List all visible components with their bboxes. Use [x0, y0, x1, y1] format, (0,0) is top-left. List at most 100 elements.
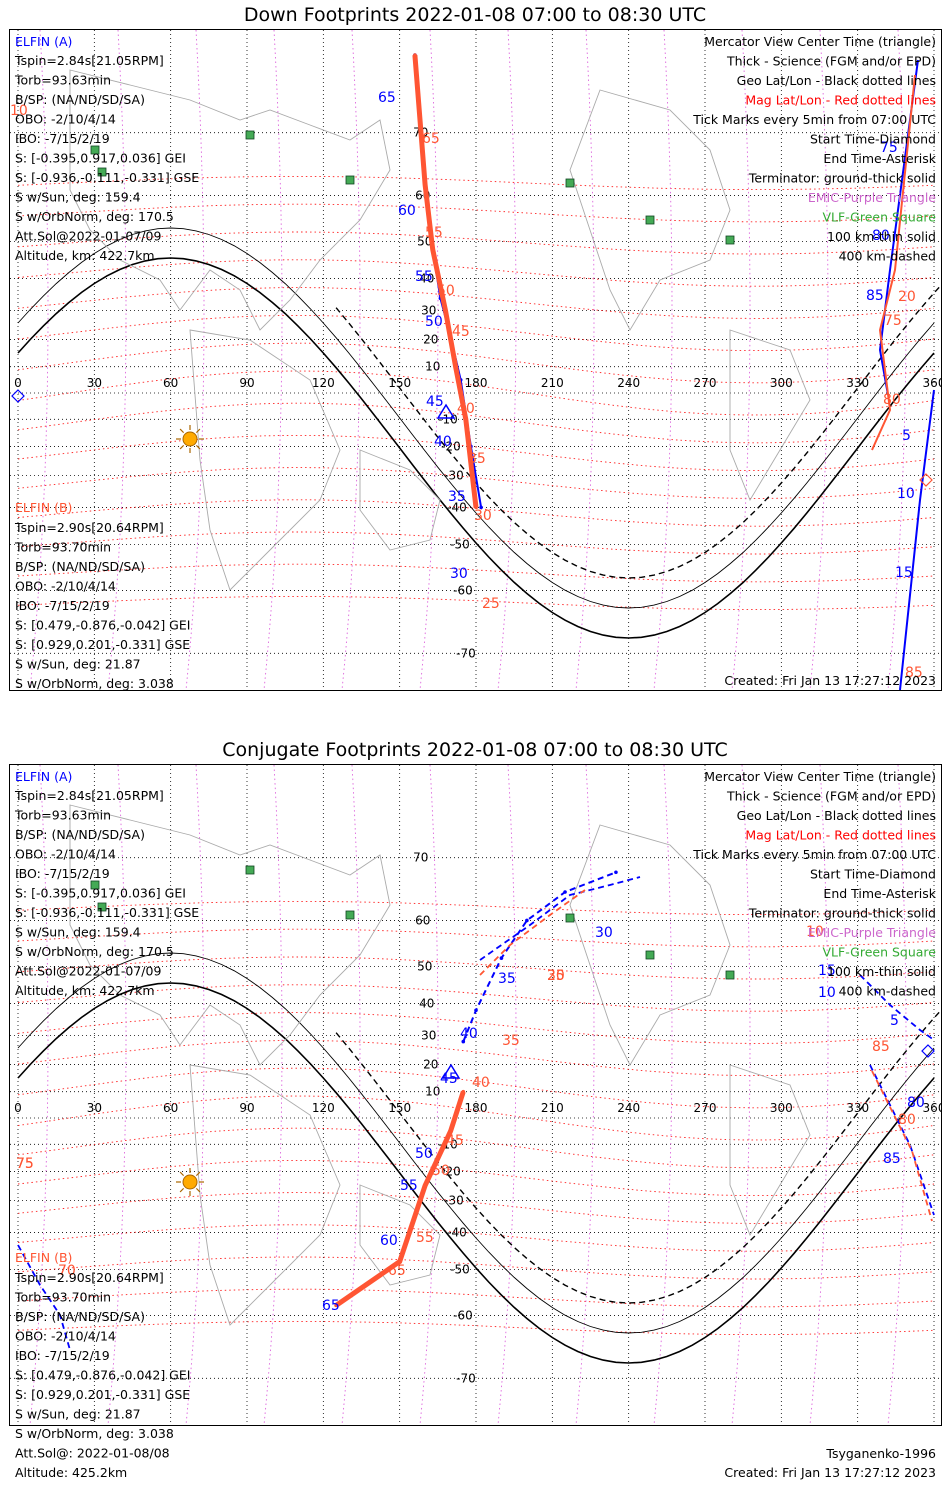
- track-b-time-label: 55: [416, 1230, 434, 1246]
- mag-lon-line: [341, 764, 361, 1426]
- vlf-station-marker: [90, 145, 100, 155]
- track-a-time-label: 80: [872, 228, 890, 244]
- continent-outline: [69, 804, 391, 1066]
- lat-tick-label: -40: [447, 500, 467, 514]
- vlf-station-marker: [345, 910, 355, 920]
- legend-entry: EMIC-Purple Triangle: [808, 190, 936, 205]
- track-a-time-label: 40: [434, 434, 452, 450]
- lon-tick-label: 240: [617, 376, 640, 390]
- track-a-time-label: 65: [378, 90, 396, 106]
- mag-lon-line: [185, 29, 205, 691]
- track-b-time-label: 35: [468, 451, 486, 467]
- vlf-station-marker: [245, 130, 255, 140]
- track-a-time-label: 45: [440, 1071, 458, 1087]
- lat-tick-label: 30: [421, 1029, 436, 1043]
- mag-lon-line: [341, 29, 361, 691]
- footprint-point: [397, 1259, 402, 1264]
- sun-icon: [182, 431, 198, 447]
- sun-ray: [195, 428, 201, 434]
- lat-tick-label: -60: [453, 1309, 473, 1323]
- mag-lon-line: [185, 764, 205, 1426]
- elfin-b-info-line: S: [0.479,-0.876,-0.042] GEI: [15, 1368, 190, 1383]
- center-triangle-icon: [436, 403, 456, 419]
- legend-entry: Geo Lat/Lon - Black dotted lines: [737, 73, 936, 88]
- continent-outline: [359, 1184, 441, 1286]
- footprint-point: [474, 1008, 478, 1013]
- track-a-time-label: 45: [426, 394, 444, 410]
- elfin-b-info-line: S w/OrbNorm, deg: 3.038: [15, 676, 174, 690]
- footprint-point: [474, 505, 478, 510]
- mag-lat-line: [17, 1159, 935, 1197]
- track-b-time-label: 40: [457, 401, 475, 417]
- mag-lat-line: [17, 287, 935, 319]
- footprint-point: [448, 1129, 453, 1133]
- footer-model: Tsyganenko-1996: [825, 1446, 936, 1461]
- footprint-point: [413, 53, 417, 57]
- elfin-b-info-line: B/SP: (NA/ND/SD/SA): [15, 559, 145, 574]
- vlf-station-marker: [245, 865, 255, 875]
- legend-entry: VLF-Green Square: [822, 210, 936, 225]
- panel-2-plot: 0306090120150180210240270300330360706050…: [9, 764, 948, 1480]
- track-a-time-label: 5: [890, 1013, 899, 1029]
- lat-tick-label: -40: [447, 1225, 467, 1239]
- mag-lon-line: [29, 764, 49, 1426]
- legend-entry: Start Time-Diamond: [810, 867, 936, 882]
- panel-2-title: Conjugate Footprints 2022-01-08 07:00 to…: [222, 739, 728, 761]
- lon-tick-label: 0: [14, 1101, 22, 1115]
- panel-2-map: 0306090120150180210240270300330360706050…: [10, 764, 948, 1480]
- track-b-time-label: 80: [883, 392, 901, 408]
- track-b-time-label: 25: [547, 968, 565, 984]
- track-b-time-label: 45: [446, 1133, 464, 1149]
- vlf-station-marker: [565, 178, 575, 188]
- lon-tick-label: 360: [923, 1101, 941, 1115]
- continent-outline: [729, 329, 811, 502]
- continent-outline: [569, 824, 731, 1066]
- mag-lon-line: [419, 764, 439, 1426]
- track-b-time-label: 50: [437, 283, 455, 299]
- mag-lon-line: [575, 29, 595, 691]
- track-a-time-label: 85: [883, 1151, 901, 1167]
- track-a-time-label: 10: [818, 985, 836, 1001]
- elfin-a-info-line: S w/Sun, deg: 159.4: [15, 190, 141, 205]
- elfin-b-info-line: IBO: -7/15/2/19: [15, 1348, 110, 1363]
- elfin-a-info-line: IBO: -7/15/2/19: [15, 131, 110, 146]
- start-diamond-icon: [919, 473, 933, 487]
- elfin-b-info-line: Torb=93.70min: [14, 1290, 111, 1305]
- vlf-station-marker: [97, 167, 107, 177]
- vlf-station-marker: [97, 902, 107, 912]
- elfin-b-info-line: S: [0.479,-0.876,-0.042] GEI: [15, 618, 190, 633]
- legend-entry: 100 km-thin solid: [827, 229, 936, 244]
- footprint-point: [423, 182, 427, 187]
- continent-outline: [189, 1064, 341, 1326]
- track-b-time-label: 45: [452, 324, 470, 340]
- lat-tick-label: -50: [450, 1263, 470, 1277]
- elfin-a-info-line: S w/OrbNorm, deg: 170.5: [15, 209, 174, 224]
- mag-lon-line: [653, 29, 673, 691]
- lon-tick-label: 180: [465, 376, 488, 390]
- sun-ray: [179, 1187, 185, 1193]
- footprint-track-a-east: [859, 974, 935, 1041]
- elfin-a-info-line: S: [-0.936,-0.111,-0.331] GSE: [15, 170, 199, 185]
- lon-tick-label: 90: [239, 376, 254, 390]
- legend-entry: Start Time-Diamond: [810, 132, 936, 147]
- track-b-time-label: 30: [547, 968, 565, 984]
- track-a-time-label: 40: [460, 1026, 478, 1042]
- footprint-point: [443, 308, 448, 313]
- elfin-b-label: ELFIN (B): [15, 500, 72, 515]
- lat-tick-label: 10: [425, 1085, 440, 1099]
- footprint-track-a-east2: [869, 1064, 935, 1216]
- elfin-a-info-line: S: [-0.936,-0.111,-0.331] GSE: [15, 905, 199, 920]
- mag-lon-line: [419, 29, 439, 691]
- legend-entry: End Time-Asterisk: [823, 151, 936, 166]
- footprint-point: [453, 364, 458, 369]
- elfin-a-info-line: Att.Sol@2022-01-07/09: [15, 229, 161, 244]
- elfin-a-info-line: Tspin=2.84s[21.05RPM]: [14, 788, 164, 803]
- lon-tick-label: 120: [312, 376, 335, 390]
- mag-lat-line: [17, 1095, 935, 1141]
- mag-lat-line: [17, 1012, 935, 1044]
- vlf-station-marker: [645, 950, 655, 960]
- track-b-time-label: 20: [898, 289, 916, 305]
- mag-lat-line: [17, 402, 935, 444]
- legend-entry: Mercator View Center Time (triangle): [704, 769, 936, 784]
- lat-tick-label: 40: [419, 997, 434, 1011]
